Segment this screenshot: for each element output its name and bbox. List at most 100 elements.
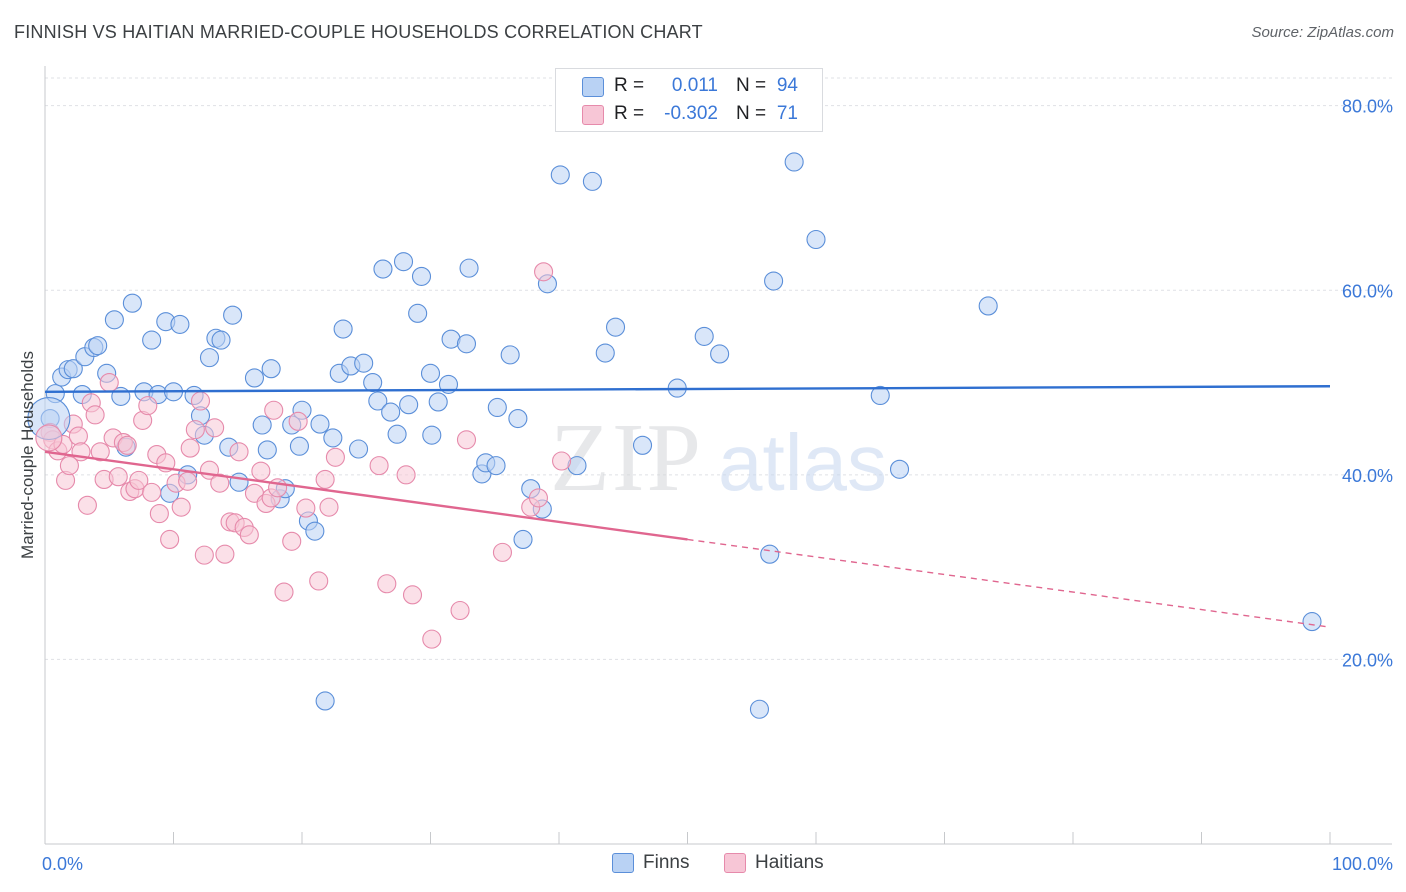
point-finns xyxy=(764,271,784,291)
point-haitians xyxy=(274,582,294,602)
point-haitians xyxy=(129,470,149,490)
point-haitians xyxy=(194,545,214,565)
point-finns xyxy=(870,385,890,406)
series-legend-swatch-finns xyxy=(612,853,634,873)
point-finns xyxy=(978,296,998,316)
point-haitians xyxy=(239,525,259,545)
y-tick-label: 60.0% xyxy=(1342,281,1393,301)
point-haitians xyxy=(325,447,345,467)
legend-n-label: N = xyxy=(736,75,767,96)
point-finns xyxy=(408,303,428,323)
point-haitians xyxy=(178,471,198,491)
point-haitians xyxy=(59,456,79,476)
point-finns xyxy=(486,456,506,476)
point-finns xyxy=(142,330,162,350)
point-finns xyxy=(315,691,335,711)
point-haitians xyxy=(296,498,316,518)
point-haitians xyxy=(85,405,105,425)
point-finns xyxy=(387,424,407,444)
point-haitians xyxy=(77,495,97,515)
point-haitians xyxy=(251,461,271,481)
point-haitians xyxy=(264,400,284,420)
y-tick-label: 80.0% xyxy=(1342,97,1393,117)
point-finns xyxy=(710,344,730,364)
legend-r-value: -0.302 xyxy=(664,103,718,124)
point-finns xyxy=(104,310,124,330)
trend-lines xyxy=(44,385,1331,628)
point-finns xyxy=(348,439,369,459)
point-finns xyxy=(363,373,383,393)
axes xyxy=(44,66,1392,845)
legend-n-label: N = xyxy=(736,103,767,124)
point-finns xyxy=(605,317,626,337)
point-finns xyxy=(420,363,441,383)
chart-title: FINNISH VS HAITIAN MARRIED-COUPLE HOUSEH… xyxy=(14,22,703,42)
legend-swatch-finns xyxy=(582,77,604,97)
point-finns xyxy=(428,392,448,412)
trend-line-haitians-extrapolated xyxy=(687,538,1331,628)
point-finns xyxy=(63,359,83,379)
point-finns xyxy=(749,699,770,719)
scatter-points xyxy=(27,152,1322,719)
tick-labels: 20.0% 40.0% 60.0% 80.0% 0.0% 100.0% xyxy=(42,97,1393,874)
point-haitians xyxy=(528,488,548,508)
point-finns xyxy=(889,459,910,479)
point-haitians xyxy=(319,497,339,517)
trend-line-haitians xyxy=(44,450,688,541)
point-haitians xyxy=(369,456,389,476)
point-finns xyxy=(459,258,479,278)
point-haitians xyxy=(396,465,416,485)
legend-row-haitians: R = -0.302 N = 71 xyxy=(556,99,822,129)
point-haitians xyxy=(160,529,180,549)
point-haitians xyxy=(552,451,572,471)
point-finns xyxy=(760,544,780,564)
point-haitians-large xyxy=(35,424,63,452)
point-haitians xyxy=(534,262,554,282)
watermark-atlas: atlas xyxy=(718,418,887,507)
point-finns xyxy=(211,330,231,350)
legend-r-label: R = xyxy=(614,103,645,124)
point-finns xyxy=(456,334,477,354)
x-tick-label-max: 100.0% xyxy=(1332,854,1393,874)
correlation-legend: R = 0.011 N = 94 R = -0.302 N = 71 xyxy=(555,68,823,132)
x-tick-label-min: 0.0% xyxy=(42,854,83,874)
point-finns xyxy=(381,402,401,422)
legend-n-value: 71 xyxy=(776,103,798,124)
point-finns xyxy=(333,319,353,339)
point-haitians xyxy=(456,430,477,450)
point-finns xyxy=(170,314,190,334)
point-haitians xyxy=(402,585,423,605)
point-haitians xyxy=(90,442,110,462)
point-finns xyxy=(632,435,653,455)
point-haitians xyxy=(422,629,442,649)
y-tick-label: 40.0% xyxy=(1342,466,1393,486)
legend-n-value: 94 xyxy=(776,75,798,96)
point-finns xyxy=(694,326,714,346)
point-haitians xyxy=(377,574,397,594)
point-finns xyxy=(354,353,374,373)
point-haitians xyxy=(210,473,230,493)
point-finns xyxy=(550,165,570,185)
series-legend-haitians: Haitians xyxy=(755,852,824,873)
point-finns xyxy=(368,391,388,411)
legend-swatch-haitians xyxy=(582,105,604,125)
point-finns xyxy=(500,345,520,365)
point-finns xyxy=(261,359,281,379)
point-haitians xyxy=(492,542,513,562)
legend-r-value: 0.011 xyxy=(671,75,718,96)
point-finns xyxy=(513,529,533,549)
point-haitians xyxy=(315,469,335,490)
point-haitians xyxy=(149,504,169,524)
point-haitians xyxy=(185,420,205,440)
point-finns xyxy=(806,229,826,250)
trend-line-finns xyxy=(44,385,1331,393)
point-finns xyxy=(582,171,602,191)
point-finns xyxy=(323,428,343,448)
point-finns xyxy=(399,395,419,415)
point-finns xyxy=(229,472,249,492)
point-haitians xyxy=(205,418,225,438)
point-haitians xyxy=(171,497,191,517)
point-haitians xyxy=(190,391,211,411)
point-finns xyxy=(252,415,272,435)
y-tick-label: 20.0% xyxy=(1342,650,1393,670)
